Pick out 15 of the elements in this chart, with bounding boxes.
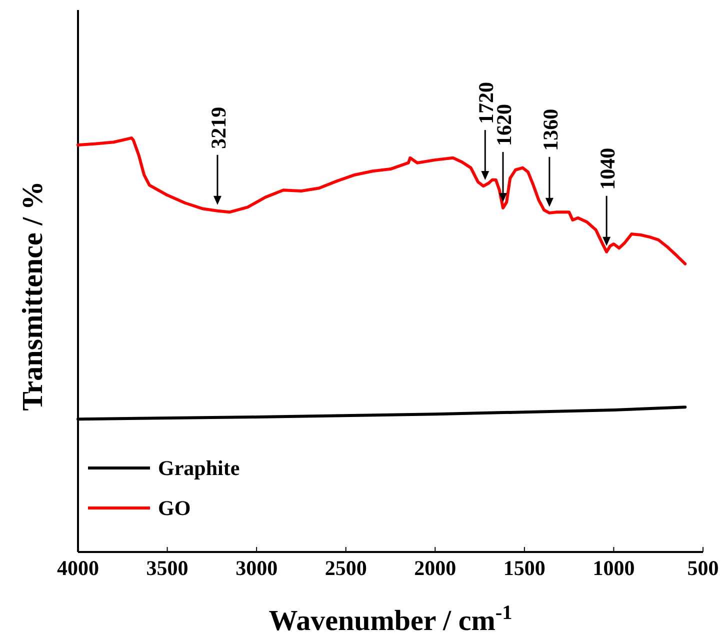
x-tick-label: 500	[687, 556, 719, 580]
x-tick-label: 3500	[146, 556, 188, 580]
legend-label: Graphite	[158, 456, 240, 480]
x-tick-label: 1000	[592, 556, 635, 580]
y-axis-title: Transmittence / %	[17, 181, 49, 411]
x-tick-label: 4000	[57, 556, 99, 580]
x-tick-label: 3000	[236, 556, 278, 580]
annotation: 3219	[206, 106, 230, 149]
x-axis-title: Wavenumber / cm$^{-1}$	[268, 602, 512, 637]
x-tick-label: 2500	[324, 556, 367, 580]
legend-label: GO	[158, 496, 191, 520]
x-tick-label: 1500	[503, 556, 546, 580]
annotation: 1040	[596, 148, 620, 190]
x-tick-label: 2000	[414, 556, 456, 580]
annotation: 1360	[538, 108, 562, 151]
